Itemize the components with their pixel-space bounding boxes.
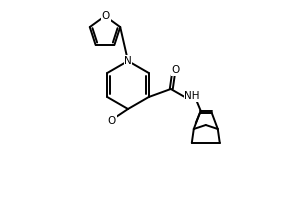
Text: NH: NH bbox=[184, 91, 200, 101]
Text: O: O bbox=[108, 116, 116, 126]
Text: N: N bbox=[124, 56, 132, 66]
Text: O: O bbox=[102, 11, 110, 21]
Text: O: O bbox=[172, 65, 180, 75]
